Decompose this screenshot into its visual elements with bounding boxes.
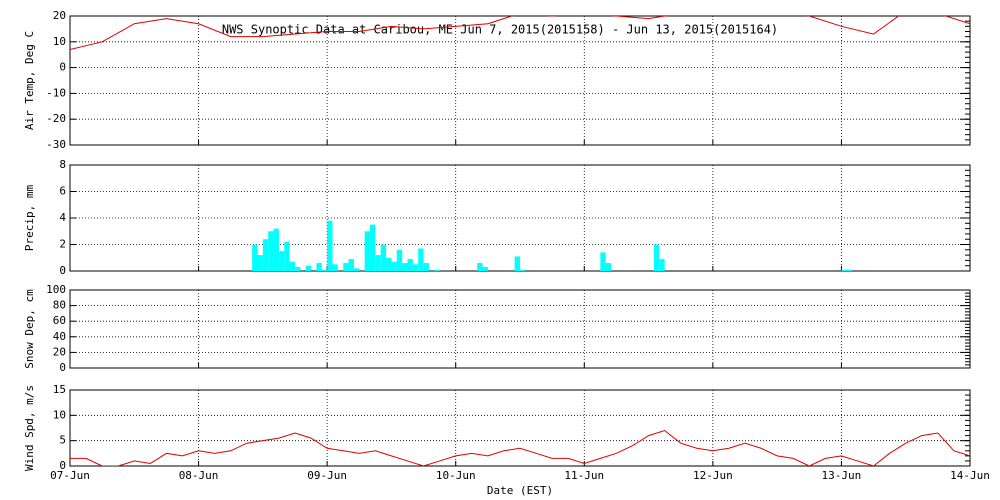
y-axis-label: Wind Spd, m/s <box>23 385 36 471</box>
y-tick-label: 4 <box>59 211 66 224</box>
x-tick-label: 09-Jun <box>307 469 347 482</box>
bar <box>418 248 424 271</box>
bar <box>386 257 392 271</box>
y-tick-label: 20 <box>53 9 66 22</box>
bar <box>278 251 285 271</box>
y-tick-label: 8 <box>59 158 66 171</box>
bar <box>423 263 429 271</box>
bar <box>262 239 269 271</box>
y-tick-label: 100 <box>46 283 66 296</box>
bar <box>407 259 413 271</box>
series-group <box>252 220 853 271</box>
x-tick-label: 12-Jun <box>693 469 733 482</box>
y-tick-label: -10 <box>46 86 66 99</box>
data-line <box>70 429 970 466</box>
bar <box>412 264 419 271</box>
x-tick-label: 07-Jun <box>50 469 90 482</box>
bar <box>364 231 370 271</box>
bar <box>321 269 328 271</box>
bar <box>846 269 853 271</box>
bar <box>434 269 440 271</box>
bar <box>257 255 263 271</box>
y-tick-label: 2 <box>59 238 66 251</box>
bar <box>343 263 349 271</box>
y-tick-label: 10 <box>53 408 66 421</box>
bar <box>332 264 338 271</box>
y-tick-label: 15 <box>53 383 66 396</box>
x-tick-label: 13-Jun <box>822 469 862 482</box>
bar <box>370 224 376 271</box>
y-tick-label: 5 <box>59 434 66 447</box>
bar <box>268 231 274 271</box>
y-tick-label: 80 <box>53 299 66 312</box>
x-tick-label: 14-Jun <box>950 469 990 482</box>
bar <box>482 267 488 271</box>
y-axis-label: Precip, mm <box>23 185 36 252</box>
bar <box>289 261 295 271</box>
y-tick-label: 0 <box>59 264 66 277</box>
chart-title: NWS Synoptic Data at Caribou, ME Jun 7, … <box>222 23 778 37</box>
bar <box>375 255 381 271</box>
y-tick-label: 20 <box>53 345 66 358</box>
y-tick-label: 0 <box>59 61 66 74</box>
bar <box>477 263 483 271</box>
plot-frame <box>69 289 971 369</box>
y-tick-label: 0 <box>59 459 66 472</box>
data-line <box>70 16 970 51</box>
x-tick-label: 10-Jun <box>436 469 476 482</box>
bar <box>353 268 360 271</box>
bar <box>284 241 290 271</box>
y-tick-label: 40 <box>53 330 66 343</box>
bar <box>520 269 526 271</box>
bar <box>316 263 322 271</box>
bar <box>600 252 606 271</box>
bar <box>252 244 258 271</box>
x-axis-label: Date (EST) <box>487 484 553 497</box>
x-tick-label: 11-Jun <box>564 469 604 482</box>
y-tick-label: 60 <box>53 314 66 327</box>
series-group <box>70 16 970 51</box>
series-group <box>70 429 970 466</box>
plot-frame <box>69 389 971 467</box>
bar <box>348 259 354 271</box>
bar <box>327 220 333 271</box>
y-tick-label: 0 <box>59 361 66 374</box>
bar <box>659 259 665 271</box>
y-tick-label: -20 <box>46 112 66 125</box>
bar <box>273 228 279 271</box>
bar <box>653 244 660 271</box>
y-axis-label: Air Temp, Deg C <box>23 31 36 130</box>
bar <box>605 263 612 271</box>
bar <box>295 267 301 271</box>
bar <box>391 261 397 271</box>
bar <box>402 263 408 271</box>
y-tick-label: 10 <box>53 35 66 48</box>
bar <box>396 249 403 271</box>
bar <box>514 256 520 271</box>
x-tick-label: 08-Jun <box>179 469 219 482</box>
y-axis-label: Snow Dep, cm <box>23 289 36 369</box>
y-tick-label: -30 <box>46 138 66 151</box>
bar <box>380 244 387 271</box>
plot-frame <box>69 15 971 146</box>
bar <box>305 265 312 271</box>
bar <box>841 269 847 271</box>
y-tick-label: 6 <box>59 185 66 198</box>
